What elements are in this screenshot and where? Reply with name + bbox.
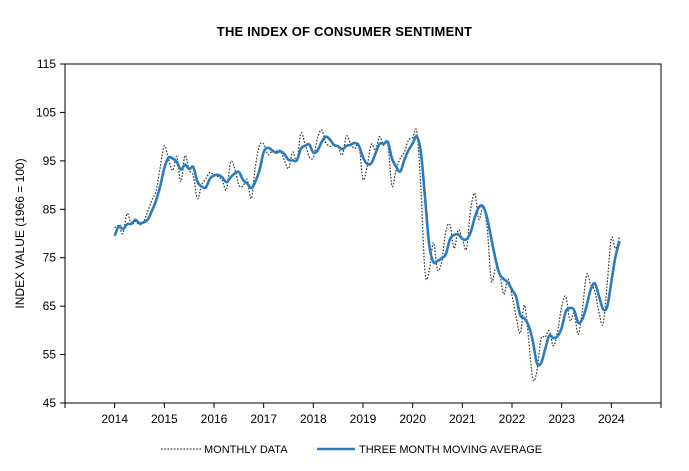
x-tick-label: 2023 [548, 412, 575, 426]
series-line-moving-average [113, 135, 621, 367]
x-tick-label: 2020 [399, 412, 426, 426]
x-tick-label: 2021 [449, 412, 476, 426]
x-tick-label: 2022 [499, 412, 526, 426]
x-tick-label: 2019 [350, 412, 377, 426]
y-tick-label: 95 [43, 154, 57, 168]
x-tick-label: 2018 [300, 412, 327, 426]
x-tick-label: 2014 [101, 412, 128, 426]
y-tick-label: 65 [43, 299, 57, 313]
y-tick-label: 105 [36, 105, 56, 119]
x-tick-label: 2017 [250, 412, 277, 426]
x-tick-label: 2015 [151, 412, 178, 426]
y-tick-label: 115 [37, 57, 56, 71]
y-tick-label: 85 [43, 202, 57, 216]
x-tick-label: 2024 [598, 412, 625, 426]
x-tick-label: 2016 [201, 412, 228, 426]
legend-label-monthly: MONTHLY DATA [204, 444, 288, 456]
legend-label-moving-average: THREE MONTH MOVING AVERAGE [359, 444, 542, 456]
chart-title: THE INDEX OF CONSUMER SENTIMENT [216, 24, 473, 39]
y-tick-label: 45 [43, 396, 57, 410]
y-tick-label: 75 [43, 251, 57, 265]
y-axis-label: INDEX VALUE (1966 = 100) [13, 158, 27, 308]
plot-frame [64, 63, 662, 404]
y-tick-label: 55 [43, 348, 57, 362]
